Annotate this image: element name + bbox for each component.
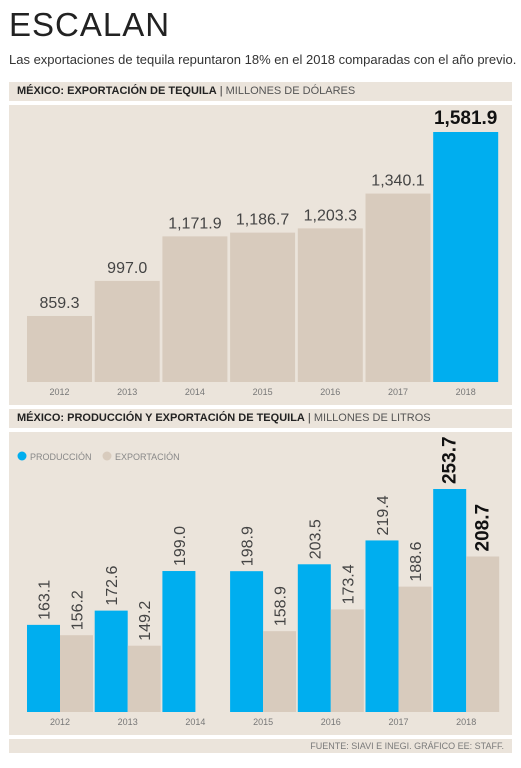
- chart2-header: MÉXICO: PRODUCCIÓN Y EXPORTACIÓN DE TEQU…: [9, 409, 512, 428]
- chart1-x-tick: 2014: [185, 387, 205, 397]
- chart1-bar: [433, 132, 499, 382]
- chart1-x-tick: 2015: [253, 387, 273, 397]
- chart2-unit: MILLONES DE LITROS: [313, 412, 431, 424]
- legend-swatch: [102, 451, 112, 461]
- page-subtitle: Las exportaciones de tequila repuntaron …: [9, 52, 517, 67]
- chart1-value-label: 1,203.3: [304, 207, 357, 224]
- chart1-bar: [162, 236, 228, 382]
- chart1-bar: [94, 280, 160, 382]
- chart2-value-label: 188.6: [408, 541, 425, 581]
- chart2-value-label: 253.7: [440, 436, 461, 484]
- page-title: ESCALAN: [9, 6, 171, 43]
- legend-label: PRODUCCIÓN: [30, 452, 92, 462]
- chart1-header: MÉXICO: EXPORTACIÓN DE TEQUILA | MILLONE…: [9, 82, 512, 101]
- chart2-bar-produccion: [297, 564, 331, 712]
- chart1-value-label: 859.3: [39, 295, 79, 312]
- chart2-bar-exportacion: [60, 635, 93, 712]
- chart2-x-tick: 2017: [388, 717, 408, 727]
- chart2-value-label: 208.7: [473, 504, 494, 552]
- legend-label: EXPORTACIÓN: [115, 452, 180, 462]
- chart2-bar-produccion: [94, 610, 128, 712]
- chart2-bar-exportacion: [466, 556, 500, 712]
- chart1-value-label: 1,186.7: [236, 212, 289, 229]
- chart1-x-tick: 2016: [320, 387, 340, 397]
- chart2-value-label: 149.2: [137, 601, 154, 641]
- chart1-value-label: 1,340.1: [371, 173, 424, 190]
- chart2-x-tick: 2013: [118, 717, 138, 727]
- chart2-value-label: 199.0: [172, 526, 189, 566]
- chart2-bar-exportacion: [127, 645, 161, 712]
- chart1-x-tick: 2013: [117, 387, 137, 397]
- chart1-title: MÉXICO: EXPORTACIÓN DE TEQUILA: [17, 85, 217, 97]
- chart1-bar: [297, 228, 363, 382]
- chart2-bar-produccion: [162, 571, 196, 712]
- chart1-bar: [230, 232, 296, 382]
- chart2-bar-exportacion: [398, 586, 432, 712]
- source-footer: FUENTE: SIAVI E INEGI. GRÁFICO EE: STAFF…: [9, 739, 512, 753]
- chart2-value-label: 203.5: [307, 519, 324, 559]
- chart1-bar: [365, 193, 431, 382]
- chart1-value-label: 1,581.9: [434, 108, 497, 129]
- chart2-x-tick: 2018: [456, 717, 476, 727]
- legend-swatch: [17, 451, 27, 461]
- chart2-value-label: 219.4: [375, 495, 392, 535]
- chart2-value-label: 172.6: [104, 565, 121, 605]
- chart2-value-label: 173.4: [340, 564, 357, 604]
- chart2-value-label: 156.2: [70, 590, 87, 630]
- chart2-separator: |: [307, 412, 311, 424]
- chart2-value-label: 198.9: [240, 526, 257, 566]
- chart2-bar-produccion: [365, 540, 399, 712]
- chart1-separator: |: [219, 85, 223, 97]
- chart2-title: MÉXICO: PRODUCCIÓN Y EXPORTACIÓN DE TEQU…: [17, 412, 305, 424]
- chart1-value-label: 997.0: [107, 260, 147, 277]
- chart1-bar: [27, 315, 92, 382]
- chart2-x-tick: 2014: [185, 717, 205, 727]
- export-dollars-chart: 859.3 2012 997.0 2013 1,171.9 2014 1,186.7 2015…: [9, 105, 512, 405]
- chart2-value-label: 158.9: [273, 586, 290, 626]
- chart1-unit: MILLONES DE DÓLARES: [225, 85, 356, 97]
- chart1-x-tick: 2012: [49, 387, 69, 397]
- chart2-bar-produccion: [27, 624, 60, 712]
- chart2-bar-produccion: [230, 571, 264, 712]
- chart2-bar-exportacion: [330, 609, 364, 712]
- chart2-x-tick: 2015: [253, 717, 273, 727]
- chart1-x-tick: 2017: [388, 387, 408, 397]
- chart2-x-tick: 2016: [321, 717, 341, 727]
- production-export-liters-chart: PRODUCCIÓN EXPORTACIÓN 163.1 156.2 2012 172.6…: [9, 432, 512, 735]
- chart2-x-tick: 2012: [50, 717, 70, 727]
- chart2-bar-exportacion: [263, 631, 297, 712]
- chart2-bar-produccion: [433, 489, 467, 712]
- chart1-x-tick: 2018: [456, 387, 476, 397]
- chart1-value-label: 1,171.9: [168, 215, 221, 232]
- chart2-value-label: 163.1: [37, 580, 54, 620]
